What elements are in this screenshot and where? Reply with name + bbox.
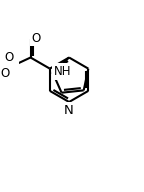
Text: O: O [0,67,9,80]
Text: N: N [64,104,74,117]
Text: O: O [31,32,41,45]
Text: O: O [4,51,14,64]
Text: NH: NH [54,65,72,78]
